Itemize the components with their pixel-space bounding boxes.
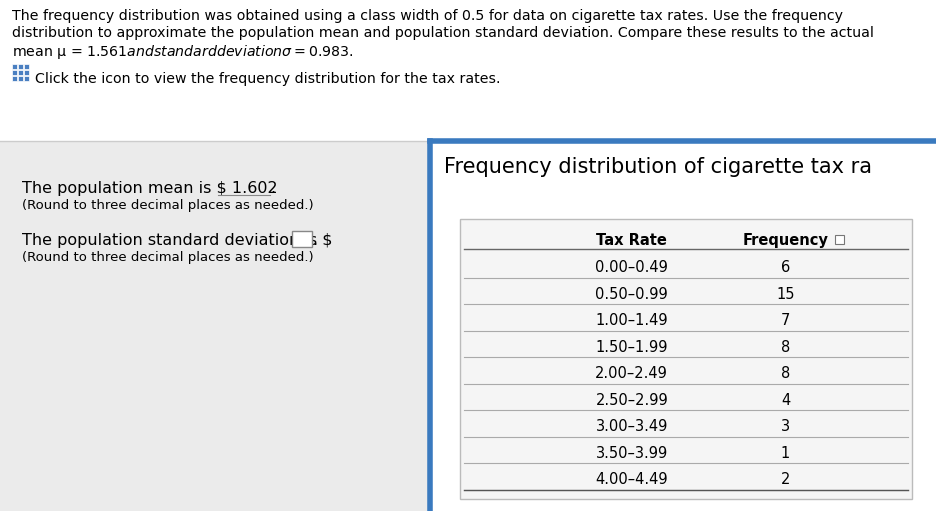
Bar (0, 141, 430, 511)
Text: Frequency: Frequency (741, 233, 827, 248)
Bar (12, 70, 17, 75)
Text: mean μ = $1.561 and standard deviation σ = $0.983.: mean μ = $1.561 and standard deviation σ… (12, 43, 353, 61)
Text: .: . (270, 181, 275, 196)
Text: The frequency distribution was obtained using a class width of 0.5 for data on c: The frequency distribution was obtained … (12, 9, 842, 23)
Text: 2: 2 (780, 473, 789, 487)
Text: 4: 4 (780, 393, 789, 408)
Text: (Round to three decimal places as needed.): (Round to three decimal places as needed… (22, 199, 314, 212)
Text: 7: 7 (780, 313, 789, 328)
Text: 8: 8 (780, 366, 789, 381)
Text: 8: 8 (780, 340, 789, 355)
Text: 2.50–2.99: 2.50–2.99 (594, 393, 667, 408)
Text: (Round to three decimal places as needed.): (Round to three decimal places as needed… (22, 251, 314, 264)
Text: Tax Rate: Tax Rate (595, 233, 666, 248)
Text: 1.50–1.99: 1.50–1.99 (595, 340, 667, 355)
Text: 3: 3 (780, 420, 789, 434)
Bar (18, 70, 23, 75)
Text: 3.00–3.49: 3.00–3.49 (595, 420, 667, 434)
Text: 4.00–4.49: 4.00–4.49 (594, 473, 667, 487)
Text: 1: 1 (780, 446, 789, 461)
Text: 1.00–1.49: 1.00–1.49 (594, 313, 667, 328)
Text: The population mean is $ 1.602: The population mean is $ 1.602 (22, 181, 277, 196)
Text: 0.00–0.49: 0.00–0.49 (594, 260, 667, 275)
Bar (18, 77, 23, 81)
Text: 15: 15 (775, 287, 794, 302)
Bar (24, 77, 29, 81)
Bar (12, 77, 17, 81)
Bar (18, 64, 23, 69)
Bar (12, 64, 17, 69)
Text: The population standard deviation is $: The population standard deviation is $ (22, 233, 332, 248)
Bar (835, 235, 843, 244)
Text: distribution to approximate the population mean and population standard deviatio: distribution to approximate the populati… (12, 26, 873, 40)
Bar (460, 219, 911, 499)
Text: 3.50–3.99: 3.50–3.99 (595, 446, 667, 461)
Text: Click the icon to view the frequency distribution for the tax rates.: Click the icon to view the frequency dis… (35, 72, 500, 86)
Bar (292, 231, 312, 247)
Bar (24, 70, 29, 75)
Text: Frequency distribution of cigarette tax ra: Frequency distribution of cigarette tax … (444, 157, 871, 177)
Bar (0, 0, 936, 141)
Text: .: . (312, 233, 316, 248)
Bar (430, 141, 936, 511)
Text: 2.00–2.49: 2.00–2.49 (594, 366, 667, 381)
Text: 0.50–0.99: 0.50–0.99 (594, 287, 667, 302)
Text: 6: 6 (780, 260, 789, 275)
Bar (24, 64, 29, 69)
